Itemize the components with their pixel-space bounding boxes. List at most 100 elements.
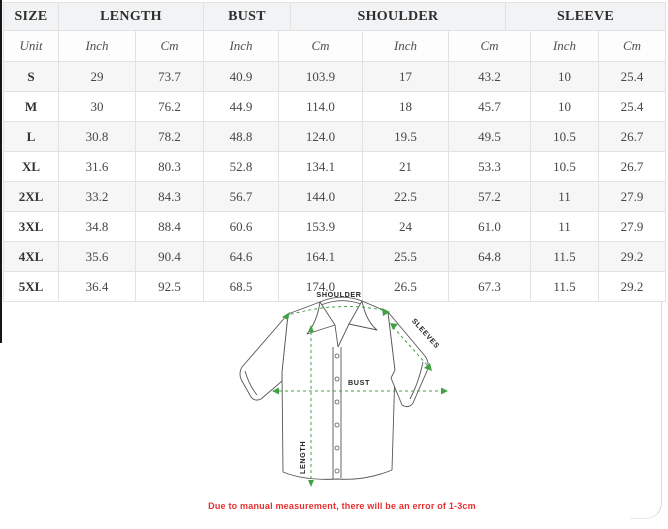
measurement-value-cell: 64.8 — [448, 241, 531, 272]
measurement-value-cell: 10.5 — [530, 151, 599, 182]
size-chart: SIZE LENGTH BUST SHOULDER SLEEVE Unit Inch Cm I… — [3, 2, 666, 302]
measurement-value-cell: 10 — [530, 61, 599, 92]
unit-cell: Cm — [278, 30, 363, 62]
measurement-value-cell: 44.9 — [203, 91, 279, 122]
measurement-value-cell: 88.4 — [135, 211, 204, 242]
measurement-value-cell: 31.6 — [58, 151, 136, 182]
measurement-value-cell: 29.2 — [598, 271, 666, 302]
measurement-value-cell: 114.0 — [278, 91, 363, 122]
screenshot-left-edge — [0, 0, 2, 343]
measurement-value-cell: 60.6 — [203, 211, 279, 242]
shirt-buttons — [334, 353, 340, 474]
size-label-cell: S — [3, 61, 59, 92]
measurement-value-cell: 26.7 — [598, 121, 666, 152]
unit-cell: Cm — [135, 30, 204, 62]
measurement-value-cell: 25.4 — [598, 61, 666, 92]
measurement-value-cell: 164.1 — [278, 241, 363, 272]
measurement-value-cell: 24 — [362, 211, 449, 242]
column-group-header: BUST — [203, 2, 291, 31]
page-corner-border — [630, 285, 662, 519]
column-group-header: SHOULDER — [290, 2, 506, 31]
measurement-value-cell: 30 — [58, 91, 136, 122]
size-label-cell: XL — [3, 151, 59, 182]
size-row-2xl: 2XL 33.2 84.3 56.7 144.0 22.5 57.2 11 27.9 — [3, 181, 666, 212]
measurement-value-cell: 35.6 — [58, 241, 136, 272]
measurement-value-cell: 33.2 — [58, 181, 136, 212]
measurement-value-cell: 10 — [530, 91, 599, 122]
bust-label: BUST — [348, 378, 370, 387]
sleeve-measure-line — [392, 326, 429, 367]
column-group-header: LENGTH — [58, 2, 204, 31]
length-label: LENGTH — [298, 441, 307, 474]
measurement-value-cell: 73.7 — [135, 61, 204, 92]
size-label-cell: L — [3, 121, 59, 152]
size-row-4xl: 4XL 35.6 90.4 64.6 164.1 25.5 64.8 11.5 29.2 — [3, 241, 666, 272]
measurement-value-cell: 43.2 — [448, 61, 531, 92]
measurement-value-cell: 78.2 — [135, 121, 204, 152]
measurement-value-cell: 10.5 — [530, 121, 599, 152]
measurement-value-cell: 40.9 — [203, 61, 279, 92]
measurement-value-cell: 11.5 — [530, 271, 599, 302]
measurement-value-cell: 11 — [530, 181, 599, 212]
unit-cell: Inch — [203, 30, 279, 62]
unit-cell: Inch — [530, 30, 599, 62]
measurement-value-cell: 25.5 — [362, 241, 449, 272]
size-label-cell: M — [3, 91, 59, 122]
size-row-m: M 30 76.2 44.9 114.0 18 45.7 10 25.4 — [3, 91, 666, 122]
measurement-value-cell: 11 — [530, 211, 599, 242]
size-label-cell: 3XL — [3, 211, 59, 242]
measurement-value-cell: 57.2 — [448, 181, 531, 212]
unit-cell: Inch — [362, 30, 449, 62]
measurement-value-cell: 92.5 — [135, 271, 204, 302]
measurement-value-cell: 61.0 — [448, 211, 531, 242]
measurement-value-cell: 11.5 — [530, 241, 599, 272]
shirt-measurement-diagram: SHOULDER SLEEVES BUST LENGTH — [239, 290, 448, 487]
column-group-header: SIZE — [3, 2, 59, 31]
measurement-value-cell: 52.8 — [203, 151, 279, 182]
shirt-outline — [239, 296, 429, 480]
measurement-value-cell: 18 — [362, 91, 449, 122]
measurement-value-cell: 27.9 — [598, 211, 666, 242]
shoulder-measure-line — [284, 306, 388, 317]
unit-cell: Cm — [598, 30, 666, 62]
measurement-value-cell: 26.7 — [598, 151, 666, 182]
size-label-cell: 5XL — [3, 271, 59, 302]
measurement-value-cell: 36.4 — [58, 271, 136, 302]
measurement-value-cell: 29.2 — [598, 241, 666, 272]
measurement-value-cell: 90.4 — [135, 241, 204, 272]
measurement-value-cell: 56.7 — [203, 181, 279, 212]
measurement-value-cell: 48.8 — [203, 121, 279, 152]
measurement-value-cell: 174.0 — [278, 271, 363, 302]
measurement-error-note: Due to manual measurement, there will be… — [208, 501, 476, 511]
measure-arrowheads — [272, 308, 448, 487]
measurement-value-cell: 144.0 — [278, 181, 363, 212]
measurement-value-cell: 124.0 — [278, 121, 363, 152]
measurement-value-cell: 134.1 — [278, 151, 363, 182]
measurement-value-cell: 84.3 — [135, 181, 204, 212]
measurement-value-cell: 26.5 — [362, 271, 449, 302]
measurement-value-cell: 29 — [58, 61, 136, 92]
measurement-value-cell: 25.4 — [598, 91, 666, 122]
size-row-s: S 29 73.7 40.9 103.9 17 43.2 10 25.4 — [3, 61, 666, 92]
measurement-value-cell: 53.3 — [448, 151, 531, 182]
size-label-cell: 4XL — [3, 241, 59, 272]
measurement-value-cell: 30.8 — [58, 121, 136, 152]
measurement-value-cell: 22.5 — [362, 181, 449, 212]
measure-lines — [279, 306, 441, 480]
unit-cell: Inch — [58, 30, 136, 62]
column-group-header: SLEEVE — [505, 2, 666, 31]
size-row-xl: XL 31.6 80.3 52.8 134.1 21 53.3 10.5 26.7 — [3, 151, 666, 182]
measurement-value-cell: 45.7 — [448, 91, 531, 122]
measurement-value-cell: 76.2 — [135, 91, 204, 122]
measurement-value-cell: 19.5 — [362, 121, 449, 152]
size-label-cell: 2XL — [3, 181, 59, 212]
shoulder-label: SHOULDER — [316, 290, 361, 299]
measurement-value-cell: 34.8 — [58, 211, 136, 242]
measurement-value-cell: 67.3 — [448, 271, 531, 302]
measurement-value-cell: 80.3 — [135, 151, 204, 182]
measurement-value-cell: 27.9 — [598, 181, 666, 212]
measurement-value-cell: 153.9 — [278, 211, 363, 242]
size-row-l: L 30.8 78.2 48.8 124.0 19.5 49.5 10.5 26.7 — [3, 121, 666, 152]
measurement-value-cell: 64.6 — [203, 241, 279, 272]
